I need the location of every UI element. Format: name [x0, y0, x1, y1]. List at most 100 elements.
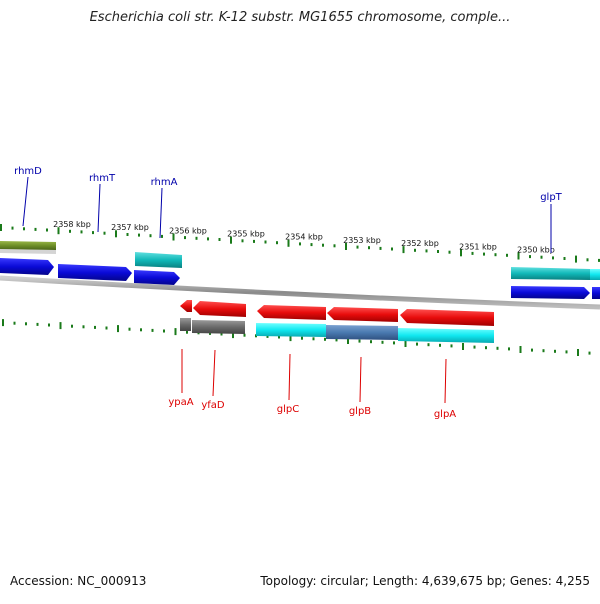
scale-tick — [425, 249, 428, 253]
scale-tick — [13, 321, 16, 325]
scale-tick — [232, 331, 234, 339]
scale-tick — [207, 237, 209, 241]
scale-tick — [416, 342, 418, 346]
feature-glpC[interactable] — [257, 305, 326, 320]
gene-label-glpT[interactable]: glpT — [540, 192, 562, 203]
scale-tick — [391, 247, 393, 251]
scale-tick — [195, 236, 198, 240]
forward-strand-features — [0, 241, 600, 299]
scale-label: 2351 kbp — [459, 242, 497, 251]
scale-tick — [312, 337, 315, 341]
scale-tick — [218, 238, 221, 241]
scale-tick — [473, 345, 476, 349]
scale-label: 2350 kbp — [517, 246, 555, 255]
feature-glpB[interactable] — [327, 307, 398, 322]
scale-tick — [220, 332, 223, 336]
feature-blue-gene-3[interactable] — [134, 270, 180, 285]
scale-tick — [161, 234, 163, 238]
scale-label: 2352 kbp — [401, 239, 439, 248]
scale-tick — [437, 250, 439, 253]
gene-label-glpC[interactable]: glpC — [277, 404, 299, 415]
scale-tick — [92, 231, 94, 235]
scale-tick — [126, 233, 129, 236]
scale-tick — [333, 244, 336, 248]
scale-tick — [462, 343, 464, 350]
scale-tick — [25, 322, 27, 326]
feature-glpA[interactable] — [400, 309, 494, 326]
gene-label-rhmA[interactable]: rhmA — [151, 177, 178, 188]
feature-glpA-sub[interactable] — [398, 328, 494, 343]
gene-label-glpA[interactable]: glpA — [434, 409, 456, 420]
feature-ypaA-sub[interactable] — [180, 318, 191, 331]
scale-tick — [11, 226, 14, 230]
scale-tick — [402, 246, 405, 254]
label-leader-lines — [22, 176, 552, 404]
scale-tick — [149, 234, 152, 238]
scale-tick — [542, 349, 545, 353]
feature-yfaD-sub[interactable] — [192, 320, 245, 334]
scale-tick — [287, 239, 290, 247]
scale-tick — [115, 230, 117, 238]
gene-label-yfaD[interactable]: yfaD — [201, 400, 225, 411]
scale-tick — [23, 227, 25, 231]
scale-tick — [414, 248, 416, 252]
feature-yfaD[interactable] — [193, 301, 246, 317]
feature-rhmA[interactable] — [135, 252, 182, 268]
scale-tick — [393, 341, 395, 345]
gene-label-rhmT[interactable]: rhmT — [89, 173, 116, 184]
scale-tick — [80, 230, 83, 234]
feature-glpT[interactable] — [511, 267, 590, 280]
top-scale-ticks — [0, 224, 600, 263]
feature-rhmT[interactable] — [58, 264, 132, 281]
scale-tick — [552, 256, 554, 260]
scale-tick — [370, 340, 372, 344]
scale-tick — [598, 258, 600, 262]
scale-label: 2354 kbp — [285, 233, 323, 242]
feature-blue-gene-edge[interactable] — [592, 287, 600, 299]
feature-rhmD[interactable] — [0, 241, 56, 250]
gene-label-glpB[interactable]: glpB — [349, 406, 371, 417]
feature-glpC-sub[interactable] — [256, 323, 326, 337]
scale-tick — [209, 331, 211, 335]
scale-tick — [69, 229, 71, 233]
scale-tick — [529, 255, 531, 259]
leader-rhmD — [22, 176, 29, 227]
scale-tick — [243, 333, 246, 337]
leader-rhmT — [97, 183, 101, 233]
scale-tick — [563, 257, 566, 260]
leader-rhmA — [159, 187, 163, 239]
feature-blue-gene-1[interactable] — [0, 258, 54, 275]
scale-tick — [519, 346, 522, 353]
scale-tick — [381, 340, 384, 344]
scale-label: 2353 kbp — [343, 236, 381, 245]
gene-label-rhmD[interactable]: rhmD — [14, 166, 42, 177]
topology-summary-text: Topology: circular; Length: 4,639,675 bp… — [260, 574, 590, 588]
scale-tick — [266, 334, 269, 338]
scale-tick — [151, 328, 154, 332]
scale-tick — [575, 255, 577, 263]
scale-tick — [253, 239, 255, 243]
scale-tick — [128, 327, 131, 331]
scale-tick — [138, 233, 140, 237]
scale-tick — [439, 343, 441, 347]
scale-tick — [324, 337, 326, 341]
scale-tick — [301, 336, 303, 340]
scale-tick — [103, 231, 106, 235]
feature-rhmD-shadow[interactable] — [0, 249, 56, 254]
scale-tick — [82, 325, 85, 329]
feature-glpT-right[interactable] — [590, 269, 600, 280]
scale-tick — [460, 249, 462, 257]
feature-glpQ[interactable] — [511, 286, 590, 299]
scale-tick — [57, 227, 60, 235]
gene-label-ypaA[interactable]: ypaA — [168, 397, 193, 408]
feature-glpB-sub[interactable] — [326, 325, 398, 340]
chromosome-backbone — [0, 275, 600, 310]
feature-ypaA[interactable] — [180, 300, 192, 312]
scale-tick — [404, 340, 407, 347]
map-title: Escherichia coli str. K-12 substr. MG165… — [89, 10, 511, 25]
reverse-strand-features — [180, 300, 494, 343]
scale-tick — [347, 337, 349, 344]
scale-tick — [586, 258, 589, 262]
